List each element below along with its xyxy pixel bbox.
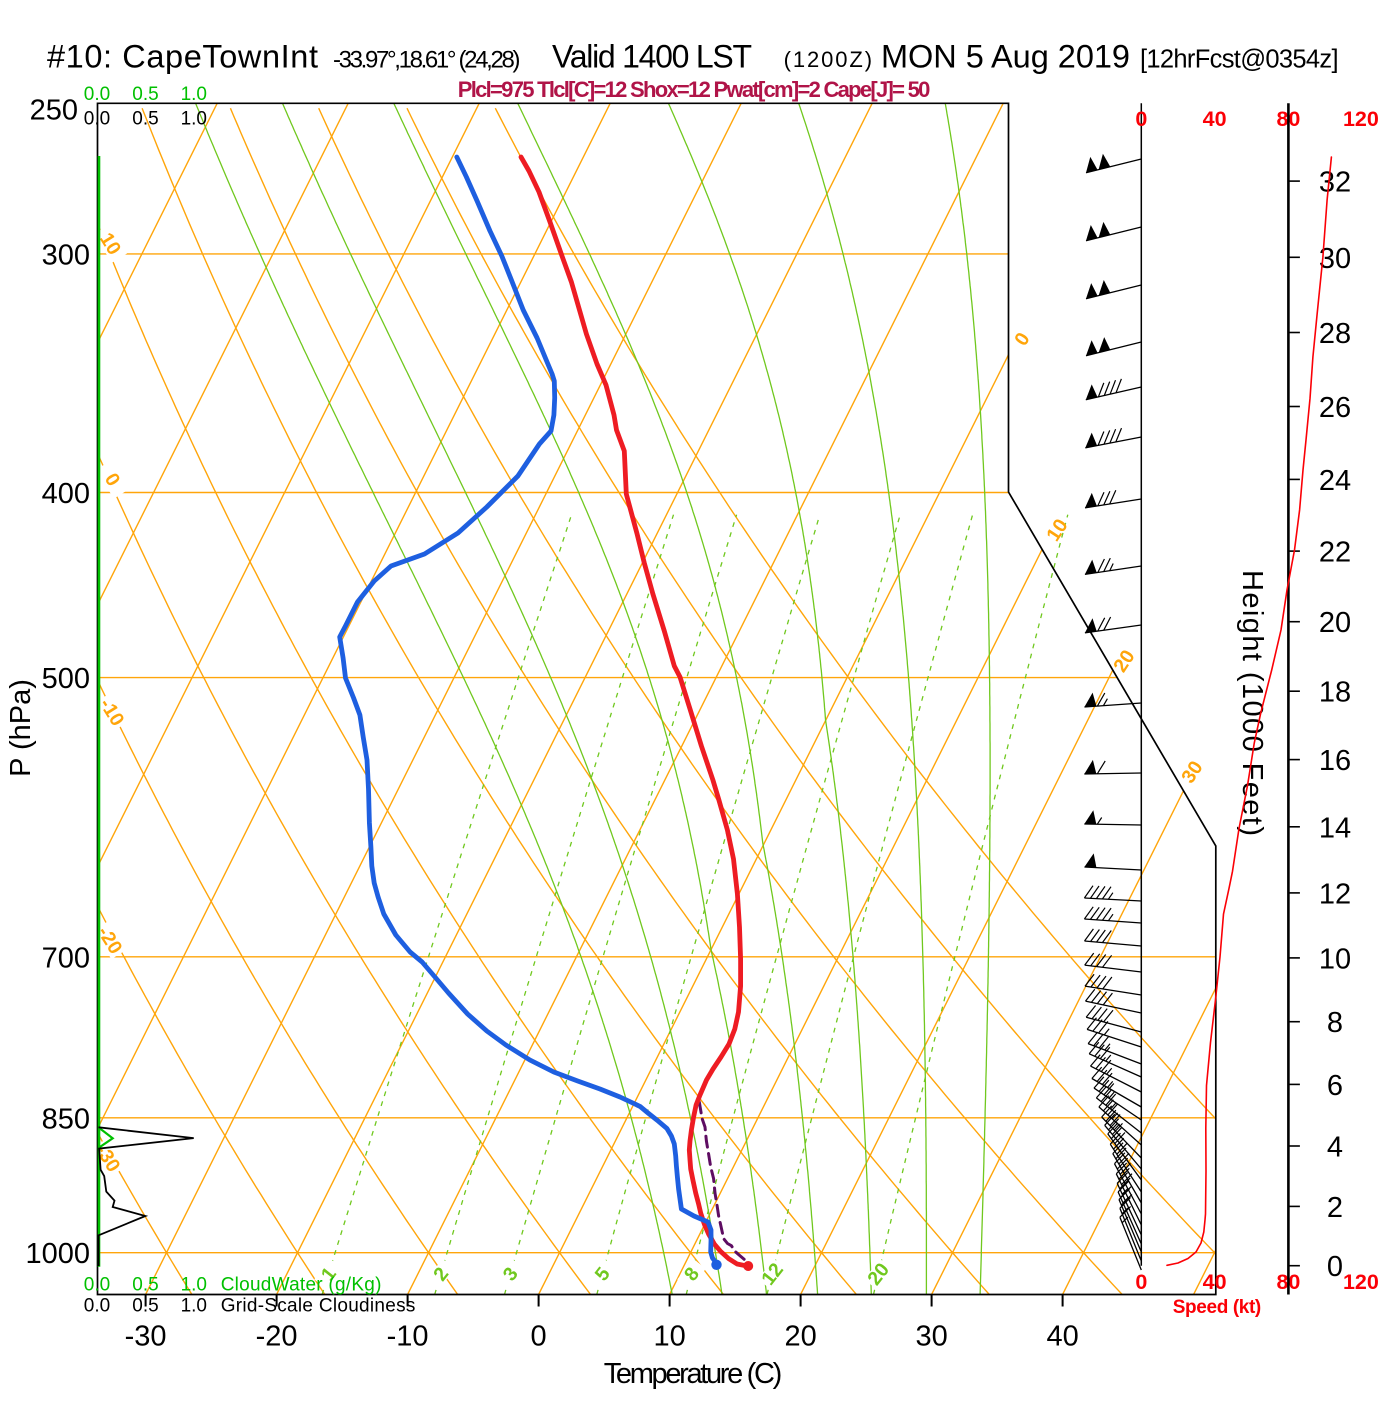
svg-text:-10: -10	[387, 1321, 429, 1353]
svg-text:0.5: 0.5	[132, 108, 158, 129]
svg-text:24: 24	[1319, 465, 1351, 497]
svg-text:Speed (kt): Speed (kt)	[1173, 1297, 1262, 1318]
svg-text:0.0: 0.0	[84, 108, 110, 129]
svg-text:700: 700	[42, 942, 90, 974]
svg-text:-30: -30	[125, 1321, 167, 1353]
svg-text:20: 20	[784, 1321, 816, 1353]
svg-text:1.0: 1.0	[181, 1296, 207, 1317]
svg-text:0: 0	[1135, 1270, 1147, 1294]
svg-text:1.0: 1.0	[181, 84, 207, 105]
svg-text:10: 10	[653, 1321, 685, 1353]
svg-text:0: 0	[1327, 1251, 1343, 1283]
svg-text:Temperature (C): Temperature (C)	[604, 1358, 783, 1390]
svg-text:40: 40	[1046, 1321, 1078, 1353]
svg-text:Grid-Scale Cloudiness: Grid-Scale Cloudiness	[221, 1296, 416, 1317]
svg-text:[12hrFcst@0354z]: [12hrFcst@0354z]	[1140, 46, 1339, 74]
svg-text:2: 2	[1327, 1192, 1343, 1224]
svg-text:32: 32	[1319, 167, 1351, 199]
svg-text:0.5: 0.5	[132, 84, 158, 105]
svg-text:0.5: 0.5	[132, 1275, 158, 1296]
svg-text:10: 10	[1319, 943, 1351, 975]
svg-text:300: 300	[42, 239, 90, 271]
svg-text:40: 40	[1203, 107, 1227, 131]
svg-text:18: 18	[1319, 677, 1351, 709]
svg-text:30: 30	[915, 1321, 947, 1353]
svg-text:28: 28	[1319, 318, 1351, 350]
svg-text:120: 120	[1343, 1270, 1379, 1294]
svg-text:(1200Z): (1200Z)	[784, 47, 873, 72]
svg-text:1.0: 1.0	[181, 108, 207, 129]
svg-text:P (hPa): P (hPa)	[5, 679, 37, 777]
svg-text:850: 850	[42, 1103, 90, 1135]
svg-text:Valid 1400 LST: Valid 1400 LST	[552, 39, 752, 75]
svg-text:0.5: 0.5	[132, 1296, 158, 1317]
svg-text:-33.97°,18.61° (24,28): -33.97°,18.61° (24,28)	[333, 47, 521, 74]
svg-text:12: 12	[1319, 878, 1351, 910]
svg-text:4: 4	[1327, 1132, 1343, 1164]
svg-text:1.0: 1.0	[181, 1275, 207, 1296]
svg-text:400: 400	[42, 478, 90, 510]
svg-text:40: 40	[1203, 1270, 1227, 1294]
svg-text:26: 26	[1319, 392, 1351, 424]
svg-text:250: 250	[30, 95, 78, 127]
svg-text:-20: -20	[256, 1321, 298, 1353]
svg-text:6: 6	[1327, 1070, 1343, 1102]
svg-text:22: 22	[1319, 537, 1351, 569]
svg-text:8: 8	[1327, 1007, 1343, 1039]
svg-text:#10: CapeTownInt: #10: CapeTownInt	[47, 39, 318, 75]
svg-text:MON 5 Aug 2019: MON 5 Aug 2019	[881, 39, 1130, 75]
svg-text:16: 16	[1319, 745, 1351, 777]
svg-text:0.0: 0.0	[84, 84, 110, 105]
svg-text:120: 120	[1343, 107, 1379, 131]
svg-text:0: 0	[531, 1321, 547, 1353]
svg-text:14: 14	[1319, 812, 1351, 844]
svg-text:0.0: 0.0	[84, 1275, 110, 1296]
svg-text:500: 500	[42, 663, 90, 695]
svg-text:0.0: 0.0	[84, 1296, 110, 1317]
svg-text:20: 20	[1319, 607, 1351, 639]
svg-text:1000: 1000	[25, 1238, 90, 1270]
svg-text:Plcl=975 Tlcl[C]=12 Shox=12 Pw: Plcl=975 Tlcl[C]=12 Shox=12 Pwat[cm]=2 C…	[458, 77, 931, 102]
svg-text:CloudWater (g/Kg): CloudWater (g/Kg)	[221, 1275, 382, 1296]
svg-text:0: 0	[1135, 107, 1147, 131]
